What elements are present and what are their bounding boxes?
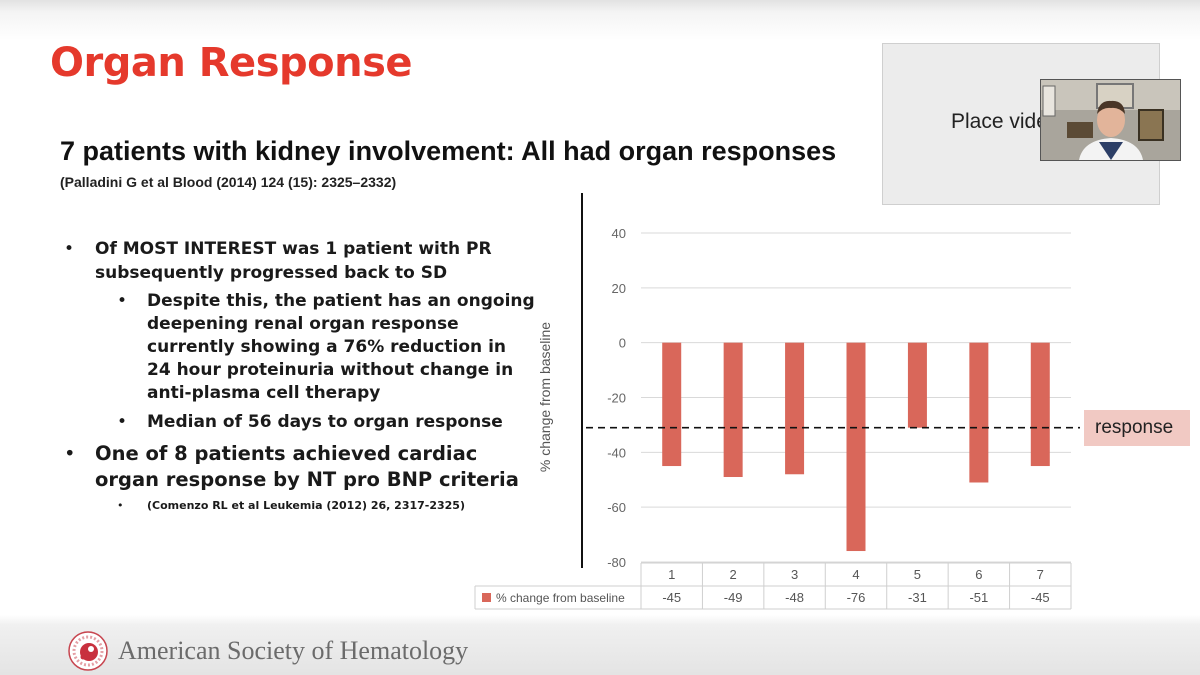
x-tick-label: 1	[668, 567, 675, 582]
slide-title: Organ Response	[50, 40, 413, 86]
bullet-1-line-2: subsequently progressed back to SD	[95, 263, 448, 283]
bars	[662, 342, 1050, 552]
y-axis-title: % change from baseline	[537, 322, 553, 472]
legend-swatch	[482, 593, 491, 602]
bar	[907, 342, 927, 428]
bullet-4-line-2: organ response by NT pro BNP criteria	[95, 468, 519, 491]
x-tick-label: 4	[852, 567, 859, 582]
video-placeholder-text: Place video	[951, 110, 1043, 133]
citation: (Palladini G et al Blood (2014) 124 (15)…	[60, 174, 397, 190]
data-label: -49	[724, 590, 743, 605]
bullet-marker: •	[64, 239, 75, 259]
bullet-marker: •	[117, 412, 128, 432]
data-label: -45	[1031, 590, 1050, 605]
response-label-box	[1084, 410, 1190, 446]
bullet-4-line-1: One of 8 patients achieved cardiac	[95, 442, 478, 465]
footer-organization: American Society of Hematology	[118, 636, 469, 665]
bar	[723, 342, 743, 478]
data-label: -76	[847, 590, 866, 605]
presenter-image	[1041, 80, 1180, 160]
response-label: response	[1095, 417, 1174, 438]
bullet-2-line-5: anti-plasma cell therapy	[147, 383, 381, 403]
bar	[785, 342, 805, 475]
data-label: -48	[785, 590, 804, 605]
y-tick-label: -20	[607, 391, 626, 406]
x-tick-label: 5	[914, 567, 921, 582]
data-label: -45	[662, 590, 681, 605]
data-label: -51	[969, 590, 988, 605]
x-tick-label: 2	[730, 567, 737, 582]
bar	[846, 342, 866, 552]
bar	[1030, 342, 1050, 467]
y-tick-label: -40	[607, 445, 626, 460]
bullet-marker: •	[117, 499, 124, 512]
y-axis-ticks: 40 20 0 -20 -40 -60 -80	[607, 226, 626, 570]
bullet-2-line-4: 24 hour proteinuria without change in	[147, 360, 514, 380]
bullet-2-line-1: Despite this, the patient has an ongoing	[147, 291, 535, 311]
bar	[662, 342, 682, 467]
ash-logo-icon	[68, 631, 108, 671]
slide-subtitle: 7 patients with kidney involvement: All …	[60, 136, 837, 166]
bar-chart: 40 20 0 -20 -40 -60 -80 1 2 3 4 5 6 7 -45 -49 -48 -76 -31…	[474, 226, 1080, 610]
x-tick-label: 3	[791, 567, 798, 582]
x-tick-label: 6	[975, 567, 982, 582]
y-tick-label: -60	[607, 500, 626, 515]
bullet-5: (Comenzo RL et al Leukemia (2012) 26, 23…	[147, 499, 465, 512]
bullet-1-line-1: Of MOST INTEREST was 1 patient with PR	[95, 239, 492, 259]
y-tick-label: 0	[619, 336, 626, 351]
data-label: -31	[908, 590, 927, 605]
bullet-3: Median of 56 days to organ response	[147, 412, 503, 432]
divider-line	[581, 193, 583, 568]
bar	[969, 342, 989, 483]
bullet-marker: •	[64, 442, 76, 465]
y-tick-label: 20	[612, 281, 626, 296]
bullet-marker: •	[117, 291, 128, 311]
y-tick-label: 40	[612, 226, 626, 241]
webcam-video	[1040, 79, 1181, 161]
x-tick-label: 7	[1037, 567, 1044, 582]
y-tick-label: -80	[607, 555, 626, 570]
bullet-2-line-3: currently showing a 76% reduction in	[147, 337, 507, 357]
bullet-2-line-2: deepening renal organ response	[147, 314, 459, 334]
legend-label: % change from baseline	[496, 591, 625, 605]
data-table: 1 2 3 4 5 6 7 -45 -49 -48 -76 -31 -51 -45 % change fro…	[474, 562, 1072, 610]
